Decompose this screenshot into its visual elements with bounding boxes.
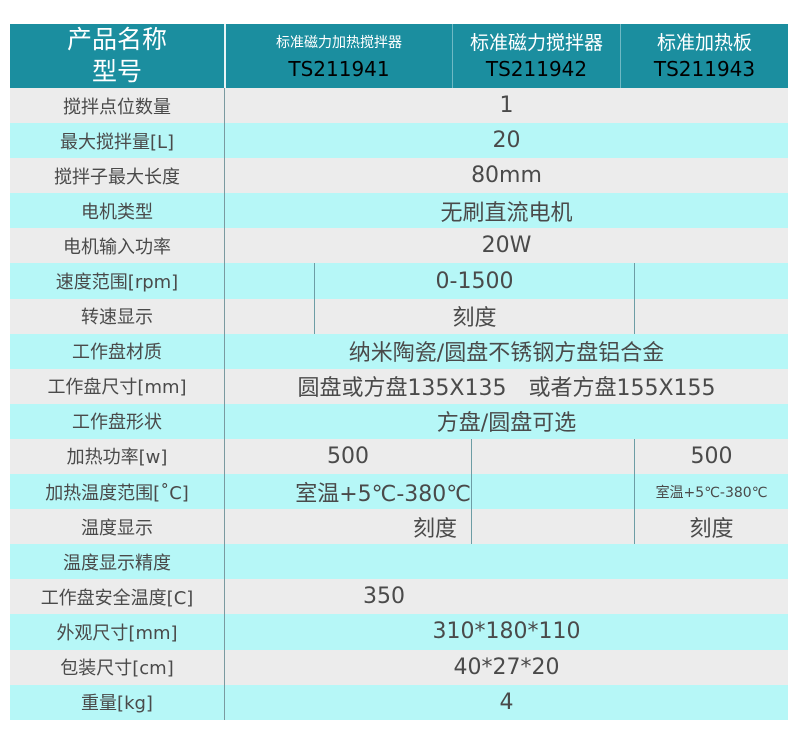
row-value: 室温+5℃-380℃ (295, 481, 471, 507)
table-row: 电机类型 无刷直流电机 (10, 193, 788, 229)
empty-cell (471, 509, 634, 545)
row-value: 方盘/圆盘可选 (436, 411, 577, 437)
spec-table: 产品名称 型号 标准磁力加热搅拌器 TS211941 标准磁力搅拌器 TS211… (10, 24, 788, 720)
empty-cell (225, 299, 314, 334)
table-row: 最大搅拌量[L] 20 (10, 123, 788, 159)
row-value: 室温+5℃-380℃ (634, 474, 788, 510)
empty-cell (471, 438, 634, 475)
table-row: 重量[kg] 4 (10, 684, 788, 720)
header-label: 产品名称 型号 (10, 24, 226, 88)
row-label: 速度范围[rpm] (10, 263, 225, 299)
row-label: 电机输入功率 (10, 228, 225, 264)
product-col-1: 标准磁力加热搅拌器 TS211941 (226, 24, 453, 88)
table-row: 工作盘尺寸[mm] 圆盘或方盘135X135 或者方盘155X155 (10, 368, 788, 404)
row-label: 工作盘尺寸[mm] (10, 368, 225, 404)
table-row: 工作盘形状 方盘/圆盘可选 (10, 403, 788, 439)
row-value: 80mm (471, 163, 542, 189)
row-value: 350 (363, 584, 405, 610)
row-label: 包装尺寸[cm] (10, 649, 225, 685)
table-row: 工作盘安全温度[C] 350 (10, 579, 788, 615)
row-label: 电机类型 (10, 193, 225, 229)
row-value: 4 (499, 689, 514, 715)
product-model: TS211942 (485, 57, 588, 81)
row-value: 刻度 (412, 516, 457, 542)
row-label: 加热功率[w] (10, 438, 225, 475)
row-label: 工作盘材质 (10, 333, 225, 369)
row-label: 温度显示 (10, 509, 225, 545)
product-model: TS211943 (653, 57, 756, 81)
row-label: 外观尺寸[mm] (10, 614, 225, 650)
product-name: 标准磁力加热搅拌器 (276, 35, 402, 51)
row-value: 0-1500 (314, 263, 634, 299)
table-row: 外观尺寸[mm] 310*180*110 (10, 614, 788, 650)
empty-cell (471, 474, 634, 510)
table-row: 工作盘材质 纳米陶瓷/圆盘不锈钢方盘铝合金 (10, 333, 788, 369)
row-value: 刻度 (634, 509, 788, 545)
row-label: 转速显示 (10, 298, 225, 334)
row-value: 40*27*20 (453, 654, 560, 680)
row-label: 搅拌点位数量 (10, 88, 225, 124)
product-col-2: 标准磁力搅拌器 TS211942 (453, 24, 621, 88)
row-value: 圆盘或方盘135X135 或者方盘155X155 (297, 376, 716, 402)
table-row: 加热温度范围[˚C] 室温+5℃-380℃ 室温+5℃-380℃ (10, 474, 788, 510)
table-row: 搅拌点位数量 1 (10, 88, 788, 124)
model-label: 型号 (91, 57, 142, 86)
table-row: 转速显示 刻度 (10, 298, 788, 334)
empty-cell (225, 263, 314, 298)
product-model: TS211941 (288, 57, 390, 81)
row-value: 310*180*110 (432, 619, 581, 645)
row-value: 500 (634, 438, 788, 475)
table-row: 速度范围[rpm] 0-1500 (10, 263, 788, 299)
row-value: 20W (481, 233, 532, 259)
row-label: 加热温度范围[˚C] (10, 474, 225, 510)
row-value: 纳米陶瓷/圆盘不锈钢方盘铝合金 (348, 341, 665, 367)
empty-cell (634, 298, 788, 334)
product-name: 标准加热板 (656, 32, 752, 54)
empty-cell (634, 263, 788, 299)
row-label: 工作盘形状 (10, 403, 225, 439)
table-row: 温度显示精度 (10, 544, 788, 580)
row-value: 1 (499, 93, 514, 119)
table-row: 电机输入功率 20W (10, 228, 788, 264)
row-label: 重量[kg] (10, 684, 225, 720)
table-row: 温度显示 刻度 刻度 (10, 509, 788, 545)
product-name-label: 产品名称 (66, 25, 167, 54)
row-label: 温度显示精度 (10, 544, 225, 580)
product-col-3: 标准加热板 TS211943 (621, 24, 788, 88)
table-row: 包装尺寸[cm] 40*27*20 (10, 649, 788, 685)
row-label: 工作盘安全温度[C] (10, 579, 225, 615)
row-value: 20 (492, 128, 521, 154)
row-label: 最大搅拌量[L] (10, 123, 225, 159)
product-name: 标准磁力搅拌器 (469, 32, 603, 54)
row-value: 刻度 (314, 298, 634, 334)
table-row: 搅拌子最大长度 80mm (10, 158, 788, 194)
table-header: 产品名称 型号 标准磁力加热搅拌器 TS211941 标准磁力搅拌器 TS211… (10, 24, 788, 88)
row-label: 搅拌子最大长度 (10, 158, 225, 194)
table-row: 加热功率[w] 500 500 (10, 438, 788, 475)
row-value: 500 (327, 443, 369, 469)
row-value: 无刷直流电机 (440, 200, 573, 226)
